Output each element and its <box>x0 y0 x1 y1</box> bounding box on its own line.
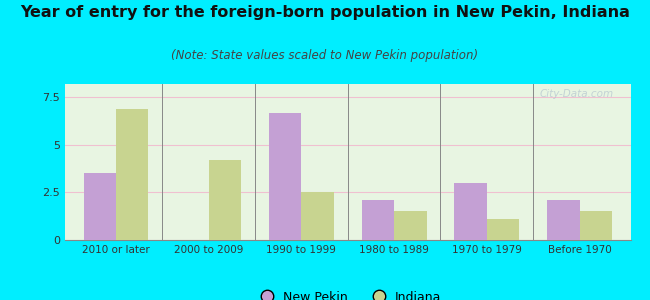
Bar <box>84 173 116 240</box>
Bar <box>547 200 580 240</box>
Bar <box>361 200 394 240</box>
Text: (Note: State values scaled to New Pekin population): (Note: State values scaled to New Pekin … <box>172 50 478 62</box>
Bar <box>209 160 241 240</box>
Bar <box>580 212 612 240</box>
Bar <box>487 219 519 240</box>
Bar <box>302 192 334 240</box>
Bar <box>116 109 148 240</box>
Text: Year of entry for the foreign-born population in New Pekin, Indiana: Year of entry for the foreign-born popul… <box>20 4 630 20</box>
Bar <box>269 112 302 240</box>
Bar <box>394 212 426 240</box>
Legend: New Pekin, Indiana: New Pekin, Indiana <box>249 286 447 300</box>
Bar <box>454 183 487 240</box>
Text: City-Data.com: City-Data.com <box>540 89 614 99</box>
